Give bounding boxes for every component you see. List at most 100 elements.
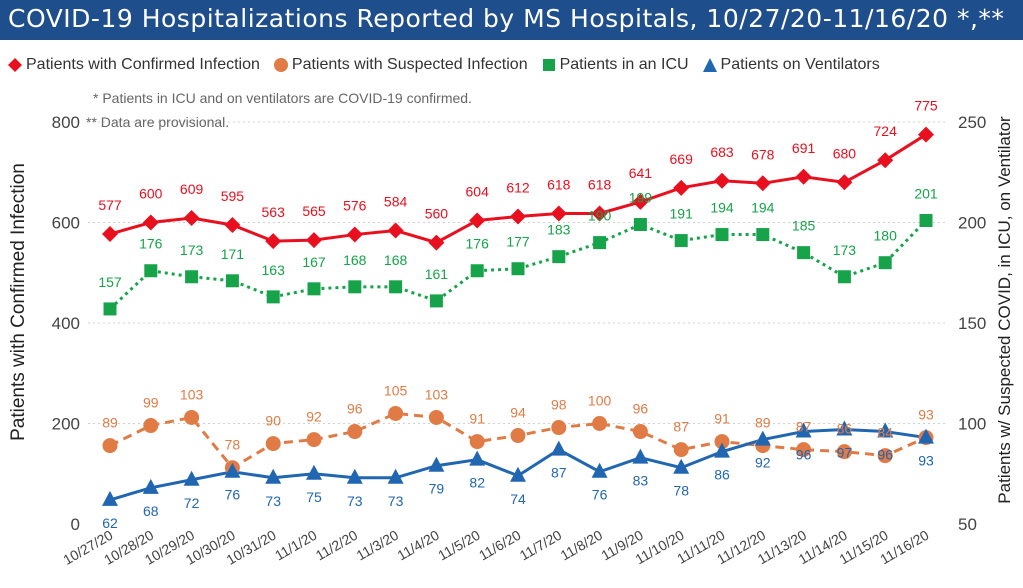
- data-label: 641: [629, 165, 653, 181]
- data-point: [184, 409, 200, 425]
- data-point: [265, 468, 282, 484]
- data-label: 168: [384, 252, 408, 268]
- y-tick-right: 150: [958, 314, 986, 333]
- data-label: 618: [547, 176, 571, 192]
- data-point: [591, 205, 608, 222]
- data-label: 72: [184, 495, 200, 511]
- data-point: [347, 424, 363, 440]
- data-point: [673, 442, 689, 458]
- y-tick-right: 100: [958, 415, 986, 434]
- data-label: 91: [469, 411, 485, 427]
- data-label: 173: [180, 242, 204, 258]
- data-label: 82: [469, 475, 485, 491]
- x-tick-label: 11/8/20: [558, 527, 606, 564]
- data-label: 604: [466, 183, 490, 199]
- data-point: [877, 422, 894, 438]
- data-label: 560: [425, 206, 449, 222]
- data-point: [877, 448, 893, 464]
- y-tick-right: 50: [958, 515, 977, 534]
- data-label: 157: [98, 274, 122, 290]
- legend-label-icu: Patients in an ICU: [559, 56, 689, 73]
- data-point: [633, 218, 647, 232]
- note-icu-ventilators: * Patients in ICU and on ventilators are…: [93, 90, 472, 106]
- data-label: 96: [796, 447, 812, 463]
- data-point: [592, 416, 608, 431]
- data-label: 99: [143, 395, 159, 411]
- legend-item-icu: Patients in an ICU: [542, 56, 689, 74]
- data-point: [183, 209, 200, 226]
- data-label: 194: [751, 200, 775, 216]
- data-label: 176: [139, 236, 163, 252]
- y-tick-left: 800: [52, 113, 80, 132]
- x-tick-label: 11/2/20: [313, 527, 361, 564]
- data-label: 161: [425, 266, 449, 282]
- data-label: 84: [877, 425, 893, 441]
- data-label: 724: [874, 123, 898, 139]
- data-label: 76: [592, 487, 608, 503]
- data-point: [552, 250, 566, 264]
- data-point: [102, 226, 118, 243]
- data-point: [551, 420, 567, 436]
- data-point: [306, 464, 322, 480]
- data-point: [550, 205, 567, 222]
- data-point: [754, 175, 771, 192]
- data-label: 683: [710, 144, 734, 160]
- data-point: [429, 294, 443, 308]
- data-label: 105: [384, 382, 408, 398]
- data-point: [715, 228, 729, 242]
- x-tick-label: 11/4/20: [394, 527, 442, 564]
- data-label: 62: [102, 515, 118, 531]
- data-point: [797, 246, 811, 260]
- data-label: 100: [588, 393, 612, 409]
- data-point: [102, 438, 118, 454]
- data-label: 75: [306, 489, 322, 505]
- data-label: 600: [139, 186, 163, 202]
- data-label: 177: [506, 234, 530, 250]
- data-label: 103: [180, 386, 204, 402]
- x-tick-label: 11/7/20: [517, 527, 565, 564]
- legend-label-ventilators: Patients on Ventilators: [720, 56, 880, 73]
- data-point: [225, 274, 239, 288]
- data-label: 183: [547, 222, 571, 238]
- data-label: 595: [221, 188, 245, 204]
- note-provisional: ** Data are provisional.: [86, 114, 229, 130]
- data-point: [632, 424, 648, 440]
- data-point: [346, 468, 363, 484]
- data-label: 92: [755, 455, 771, 471]
- data-label: 103: [425, 386, 449, 402]
- data-point: [306, 432, 322, 448]
- data-label: 176: [466, 236, 490, 252]
- data-point: [266, 290, 280, 304]
- data-label: 87: [673, 419, 689, 435]
- legend-item-ventilators: Patients on Ventilators: [702, 56, 880, 74]
- data-point: [224, 217, 241, 234]
- data-label: 76: [225, 487, 241, 503]
- data-label: 680: [833, 145, 857, 161]
- data-point: [632, 193, 649, 210]
- data-label: 89: [102, 415, 118, 431]
- data-label: 83: [633, 473, 649, 489]
- data-point: [348, 280, 362, 294]
- data-label: 78: [225, 437, 241, 453]
- data-label: 87: [551, 465, 567, 481]
- data-label: 576: [343, 198, 367, 214]
- data-point: [632, 448, 649, 464]
- data-label: 194: [710, 200, 734, 216]
- data-label: 185: [792, 218, 816, 234]
- legend-item-confirmed: Patients with Confirmed Infection: [8, 56, 260, 74]
- data-label: 563: [262, 204, 286, 220]
- data-point: [511, 262, 525, 276]
- legend-item-suspected: Patients with Suspected Infection: [273, 56, 528, 74]
- data-label: 93: [918, 407, 934, 423]
- data-point: [510, 428, 526, 444]
- data-label: 74: [510, 491, 526, 507]
- data-label: 86: [837, 421, 853, 437]
- data-point: [346, 226, 363, 243]
- data-label: 73: [265, 493, 281, 509]
- data-point: [428, 456, 445, 472]
- data-label: 565: [302, 203, 326, 219]
- data-label: 90: [265, 413, 281, 429]
- x-tick-label: 11/5/20: [435, 527, 483, 564]
- data-label: 98: [551, 397, 567, 413]
- data-point: [387, 468, 404, 484]
